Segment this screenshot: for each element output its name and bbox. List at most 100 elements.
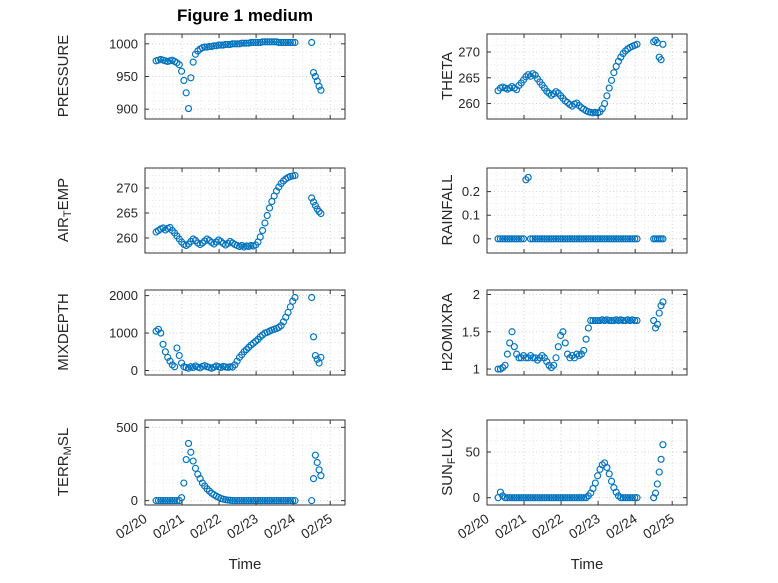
data-point — [217, 41, 225, 49]
data-point — [240, 497, 248, 505]
data-point — [621, 494, 630, 502]
data-point — [279, 497, 288, 505]
subplot-air-temp: 260 265 270 — [116, 167, 346, 254]
data-point — [554, 343, 562, 351]
data-point — [513, 350, 521, 358]
data-point — [261, 38, 269, 46]
data-point — [547, 494, 555, 502]
data-point — [317, 353, 325, 361]
axes-background — [487, 290, 687, 375]
data-point — [605, 235, 613, 243]
data-point — [508, 494, 516, 502]
data-point — [591, 479, 599, 487]
data-point — [624, 494, 632, 502]
y-tick-label: 265 — [116, 206, 138, 221]
data-point — [180, 479, 188, 487]
x-tick-label: 02/22 — [187, 511, 224, 542]
data-point — [657, 455, 665, 463]
x-tick-label: 02/20 — [455, 511, 492, 542]
ylabel-terr-msl: TERRMSL — [55, 402, 74, 522]
data-point — [254, 497, 262, 505]
data-point — [184, 104, 193, 113]
data-point — [513, 494, 521, 502]
data-point — [517, 235, 525, 243]
data-point — [651, 324, 660, 332]
data-point — [601, 235, 609, 243]
x-tick-label: 02/23 — [566, 511, 603, 542]
axes-background — [487, 420, 687, 505]
data-point — [289, 297, 297, 305]
data-point — [240, 348, 248, 356]
axes-box — [144, 167, 346, 254]
data-point — [594, 472, 602, 480]
data-point — [506, 494, 514, 502]
data-point — [607, 316, 616, 325]
subplot-sun-flux: 0 50 02/20 02/21 02/22 02/23 02/24 02/25 — [455, 419, 688, 542]
data-point — [231, 40, 239, 48]
data-point — [559, 235, 567, 243]
data-point — [552, 235, 560, 243]
ylabel-segment: TERR — [55, 455, 72, 497]
data-point — [631, 316, 639, 325]
data-point — [536, 494, 544, 502]
data-point — [184, 439, 193, 448]
data-point — [550, 90, 558, 98]
data-point — [563, 98, 572, 107]
y-tick-label: 270 — [458, 45, 480, 60]
data-point — [171, 363, 179, 371]
y-tick-label: 0 — [473, 231, 480, 246]
data-point — [261, 219, 269, 227]
data-point — [268, 497, 276, 505]
data-point — [633, 40, 641, 48]
data-point — [655, 468, 663, 476]
data-point — [240, 39, 248, 47]
data-point — [577, 235, 586, 243]
data-point — [536, 354, 544, 362]
data-point — [277, 38, 285, 47]
data-point — [228, 40, 237, 48]
data-point — [182, 89, 190, 97]
data-point — [191, 464, 200, 472]
data-point — [543, 358, 551, 366]
data-point — [584, 324, 592, 332]
data-point — [228, 363, 237, 371]
data-point — [233, 40, 241, 48]
data-point — [289, 38, 297, 47]
ylabel-pressure: PRESSURE — [55, 16, 73, 136]
data-point — [517, 354, 525, 362]
data-point — [605, 84, 613, 92]
y-tick-label: 500 — [116, 420, 138, 435]
data-point — [242, 345, 250, 354]
subplot-rainfall: 0 0.1 0.2 — [462, 167, 688, 254]
data-point — [510, 235, 518, 243]
data-point — [601, 99, 609, 108]
data-point — [270, 38, 278, 46]
data-point — [517, 494, 525, 502]
data-point — [205, 42, 213, 50]
data-point — [582, 335, 590, 343]
data-point — [201, 43, 209, 51]
data-point — [166, 357, 174, 365]
data-point — [501, 235, 509, 243]
y-tick-label: 1000 — [109, 36, 138, 51]
axes-box — [144, 419, 346, 506]
data-point — [540, 354, 548, 362]
y-tick-label: 0 — [473, 490, 480, 505]
data-point — [651, 489, 660, 497]
data-point — [173, 344, 181, 352]
data-point — [543, 494, 551, 502]
axes-background — [145, 290, 345, 375]
data-point — [164, 497, 172, 505]
data-point — [563, 494, 572, 502]
axes-background — [145, 34, 345, 119]
data-point — [655, 309, 663, 317]
data-point — [659, 298, 667, 306]
ylabel-segment: EMP — [55, 177, 72, 211]
data-point — [547, 235, 555, 243]
data-point — [275, 38, 283, 47]
data-point — [538, 494, 546, 502]
y-tick-label: 0 — [131, 493, 138, 508]
data-point — [529, 494, 537, 502]
data-point — [524, 173, 532, 182]
